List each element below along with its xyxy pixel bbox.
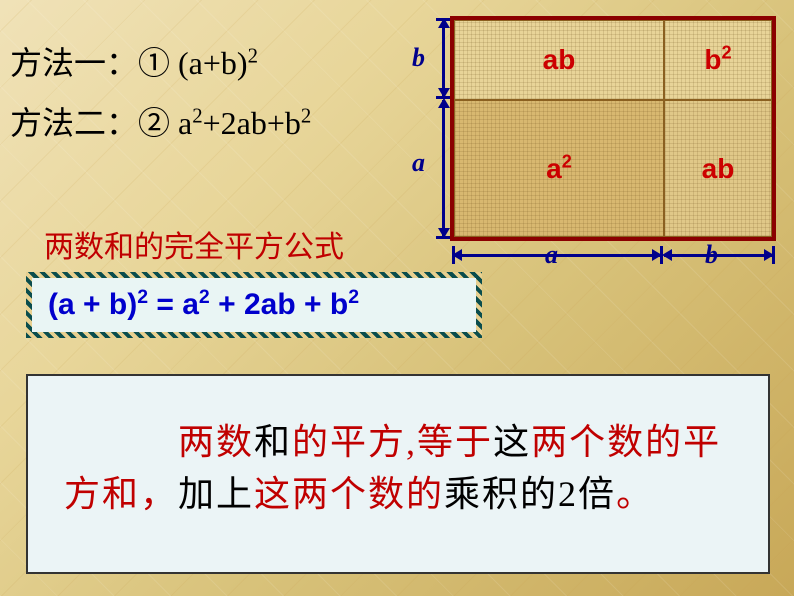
formula-s2: 2 [199,286,210,308]
formula-s1: 2 [137,286,148,308]
formula-p1: (a + b) [48,288,137,321]
cell-b-squared: b2 [664,20,772,100]
tick-mark [436,236,450,239]
cell-a2-sup: 2 [562,151,572,171]
formula-box: (a + b)2 = a2 + 2ab + b2 [26,272,482,338]
method2-t2: +2ab+b [203,105,301,141]
dim-label-b-left: b [412,43,425,73]
exp-w2: 和 [254,422,292,462]
method-two: 方法二：② a2+2ab+b2 [10,98,311,144]
tick-mark [452,246,455,264]
tick-mark [772,246,775,264]
tick-mark [436,18,450,21]
exp-w1: 两数 [178,422,254,462]
method1-prefix: 方法一：① [10,45,178,81]
method2-prefix: 方法二：② [10,105,178,141]
method-one: 方法一：① (a+b)2 [10,38,258,84]
arrow-line [442,100,445,236]
cell-a2-base: a [546,153,562,184]
method2-s1: 2 [192,104,202,127]
exp-indent [64,422,178,462]
cell-ab-top-label: ab [543,44,576,76]
exp-w7: 加上 [178,474,254,514]
exp-w8: 这两个数的 [254,474,444,514]
dim-label-a-left: a [412,148,425,178]
formula-title: 两数和的完全平方公式 [44,222,344,266]
formula-p3: + 2ab + b [210,288,348,321]
exp-w4: 这 [493,422,531,462]
method2-s2: 2 [301,104,311,127]
formula-p2: = a [148,288,199,321]
method2-t1: a [178,105,192,141]
formula-s3: 2 [348,286,359,308]
method1-base: (a+b) [178,45,248,81]
formula-text: (a + b)2 = a2 + 2ab + b2 [48,288,359,322]
arrow-head-icon [438,98,450,108]
cell-a2-label: a2 [546,153,572,185]
exp-w9: 乘积的2倍 [444,474,616,514]
explanation-box: 两数和的平方,等于这两个数的平方和，加上这两个数的乘积的2倍。 [26,374,770,574]
arrow-line [442,20,445,96]
exp-w3: 的平方,等于 [292,422,493,462]
exp-w10: 。 [616,474,654,514]
arrow-line [454,254,660,257]
cell-b2-label: b2 [704,44,731,76]
cell-ab-right-label: ab [702,153,735,185]
cell-ab-top: ab [454,20,664,100]
method1-sup: 2 [248,44,258,67]
cell-a-squared: a2 [454,100,664,237]
exp-w5: 两个数的 [531,422,683,462]
cell-b2-sup: 2 [721,43,731,63]
big-square: ab b2 a2 ab [450,16,776,241]
cell-b2-base: b [704,44,721,75]
arrow-head-icon [662,249,672,261]
arrow-line [664,254,772,257]
square-diagram: ab b2 a2 ab b a a b [400,8,790,266]
cell-ab-right: ab [664,100,772,237]
